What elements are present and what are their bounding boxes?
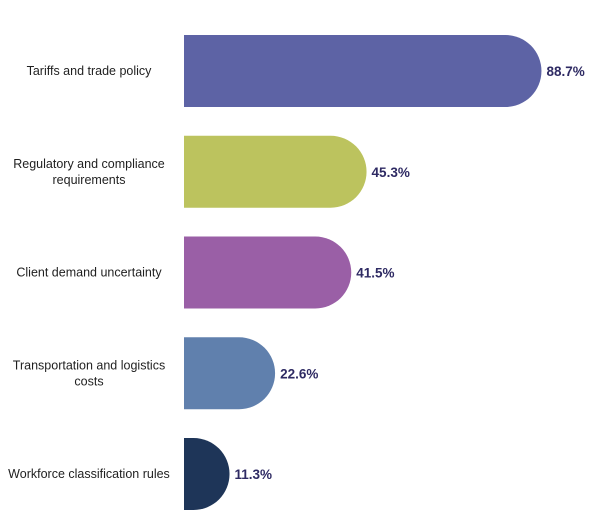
category-label-line: requirements: [53, 173, 126, 187]
category-label-line: Client demand uncertainty: [16, 266, 162, 280]
bars: [184, 35, 542, 510]
value-labels: 88.7% 45.3% 41.5% 22.6% 11.3%: [235, 64, 585, 482]
category-label-5: Workforce classification rules: [8, 467, 170, 481]
value-label-3: 41.5%: [356, 266, 394, 281]
bar-1: [184, 35, 542, 107]
category-label-line: Regulatory and compliance: [13, 157, 165, 171]
category-label-4: Transportation and logistics costs: [13, 358, 165, 388]
bar-4: [184, 337, 276, 410]
category-label-1: Tariffs and trade policy: [27, 64, 153, 78]
category-label-line: Workforce classification rules: [8, 467, 170, 481]
category-label-3: Client demand uncertainty: [16, 266, 162, 280]
bar-3: [184, 236, 352, 309]
category-labels: Tariffs and trade policy Regulatory and c…: [8, 64, 170, 481]
bar-2: [184, 135, 367, 208]
category-label-2: Regulatory and compliance requirements: [13, 157, 165, 187]
value-label-2: 45.3%: [372, 165, 410, 180]
category-label-line: Transportation and logistics: [13, 358, 165, 372]
value-label-1: 88.7%: [546, 64, 584, 79]
value-label-5: 11.3%: [235, 467, 273, 482]
category-label-line: Tariffs and trade policy: [27, 64, 153, 78]
value-label-4: 22.6%: [280, 366, 318, 381]
bar-5: [184, 438, 230, 510]
category-label-line: costs: [74, 374, 103, 388]
